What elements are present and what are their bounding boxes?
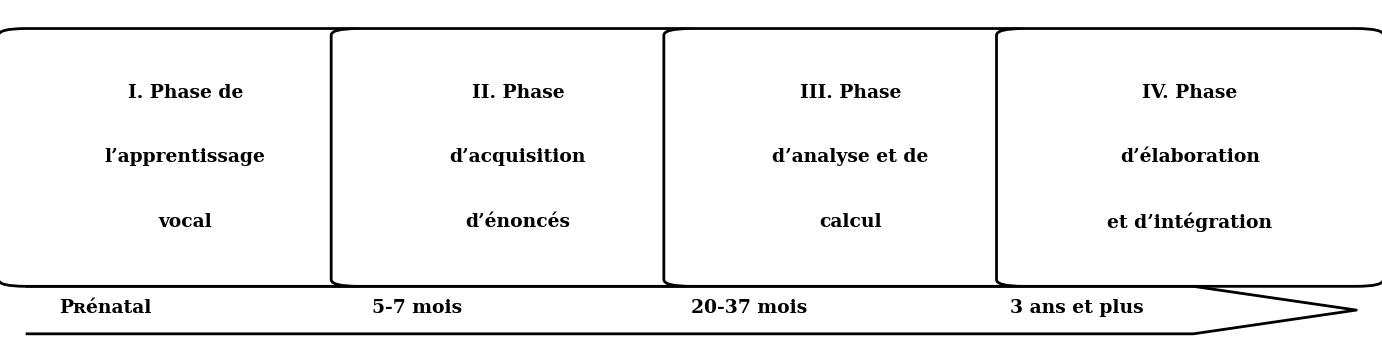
- Text: 5-7 mois: 5-7 mois: [372, 299, 462, 317]
- Text: I. Phase de: I. Phase de: [127, 84, 243, 102]
- FancyBboxPatch shape: [663, 28, 1038, 286]
- FancyBboxPatch shape: [0, 28, 372, 286]
- Text: l’apprentissage: l’apprentissage: [105, 148, 265, 167]
- Text: vocal: vocal: [159, 213, 211, 231]
- Text: d’analyse et de: d’analyse et de: [773, 148, 929, 167]
- FancyBboxPatch shape: [996, 28, 1382, 286]
- Text: calcul: calcul: [820, 213, 882, 231]
- Text: III. Phase: III. Phase: [800, 84, 901, 102]
- Text: Pʀénatal: Pʀénatal: [59, 299, 152, 317]
- Text: 3 ans et plus: 3 ans et plus: [1010, 299, 1144, 317]
- Text: II. Phase: II. Phase: [471, 84, 564, 102]
- Text: d’élaboration: d’élaboration: [1119, 148, 1260, 167]
- Text: d’énoncés: d’énoncés: [466, 213, 571, 231]
- Text: 20-37 mois: 20-37 mois: [691, 299, 807, 317]
- Text: d’acquisition: d’acquisition: [449, 148, 586, 167]
- Text: IV. Phase: IV. Phase: [1143, 84, 1238, 102]
- Text: et d’intégration: et d’intégration: [1107, 212, 1273, 232]
- FancyBboxPatch shape: [332, 28, 705, 286]
